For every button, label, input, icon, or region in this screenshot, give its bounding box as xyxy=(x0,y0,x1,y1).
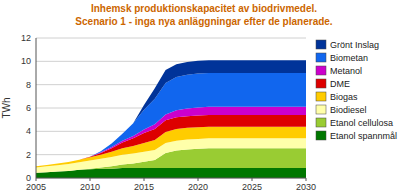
y-tick-label: 8 xyxy=(26,80,31,90)
legend-swatch xyxy=(316,66,326,75)
legend-label: Etanol cellulosa xyxy=(330,118,393,128)
y-tick-label: 2 xyxy=(26,150,31,160)
area xyxy=(36,73,306,166)
x-tick-label: 2025 xyxy=(242,182,262,192)
y-axis-line xyxy=(36,38,37,178)
y-tick-label: 12 xyxy=(21,33,31,43)
x-tick xyxy=(198,178,199,181)
grid-line xyxy=(36,178,306,179)
legend-swatch xyxy=(316,105,326,114)
chart: Inhemsk produktionskapacitet av biodrivm… xyxy=(0,0,408,196)
legend: Grönt Inslag Biometan Metanol DME Biogas Biod… xyxy=(316,40,397,141)
legend-swatch xyxy=(316,53,326,62)
area xyxy=(36,138,306,172)
x-axis-line xyxy=(36,178,306,179)
legend-label: Grönt Inslag xyxy=(330,40,379,50)
x-tick-label: 2030 xyxy=(296,182,316,192)
y-tick-label: 6 xyxy=(26,103,31,113)
x-tick xyxy=(306,178,307,181)
legend-swatch xyxy=(316,92,326,101)
x-tick-label: 2020 xyxy=(188,182,208,192)
chart-container: Inhemsk produktionskapacitet av biodrivm… xyxy=(0,0,408,196)
legend-swatch xyxy=(316,118,326,127)
legend-swatch xyxy=(316,79,326,88)
subtitle: Scenario 1 - inga nya anläggningar efter… xyxy=(75,16,333,27)
x-tick xyxy=(36,178,37,181)
y-tick-label: 4 xyxy=(26,126,31,136)
area xyxy=(36,60,306,166)
legend-label: Biogas xyxy=(330,92,358,102)
y-axis-label: TWh xyxy=(1,97,12,118)
legend-label: DME xyxy=(330,79,350,89)
legend-swatch xyxy=(316,131,326,140)
x-tick-label: 2005 xyxy=(26,182,46,192)
area xyxy=(36,115,306,166)
x-tick-label: 2010 xyxy=(80,182,100,192)
title: Inhemsk produktionskapacitet av biodrivm… xyxy=(91,3,317,14)
area xyxy=(36,107,306,167)
legend-label: Metanol xyxy=(330,66,362,76)
axes: 024681012 xyxy=(21,33,306,183)
legend-swatch xyxy=(316,40,326,49)
area xyxy=(36,127,306,168)
x-tick-label: 2015 xyxy=(134,182,154,192)
x-tick xyxy=(90,178,91,181)
legend-label: Etanol spannmål xyxy=(330,131,397,141)
x-tick xyxy=(144,178,145,181)
legend-label: Biodiesel xyxy=(330,105,367,115)
y-tick-label: 10 xyxy=(21,56,31,66)
grid-line xyxy=(36,38,306,39)
plot-area xyxy=(36,60,306,178)
x-tick xyxy=(252,178,253,181)
legend-label: Biometan xyxy=(330,53,368,63)
